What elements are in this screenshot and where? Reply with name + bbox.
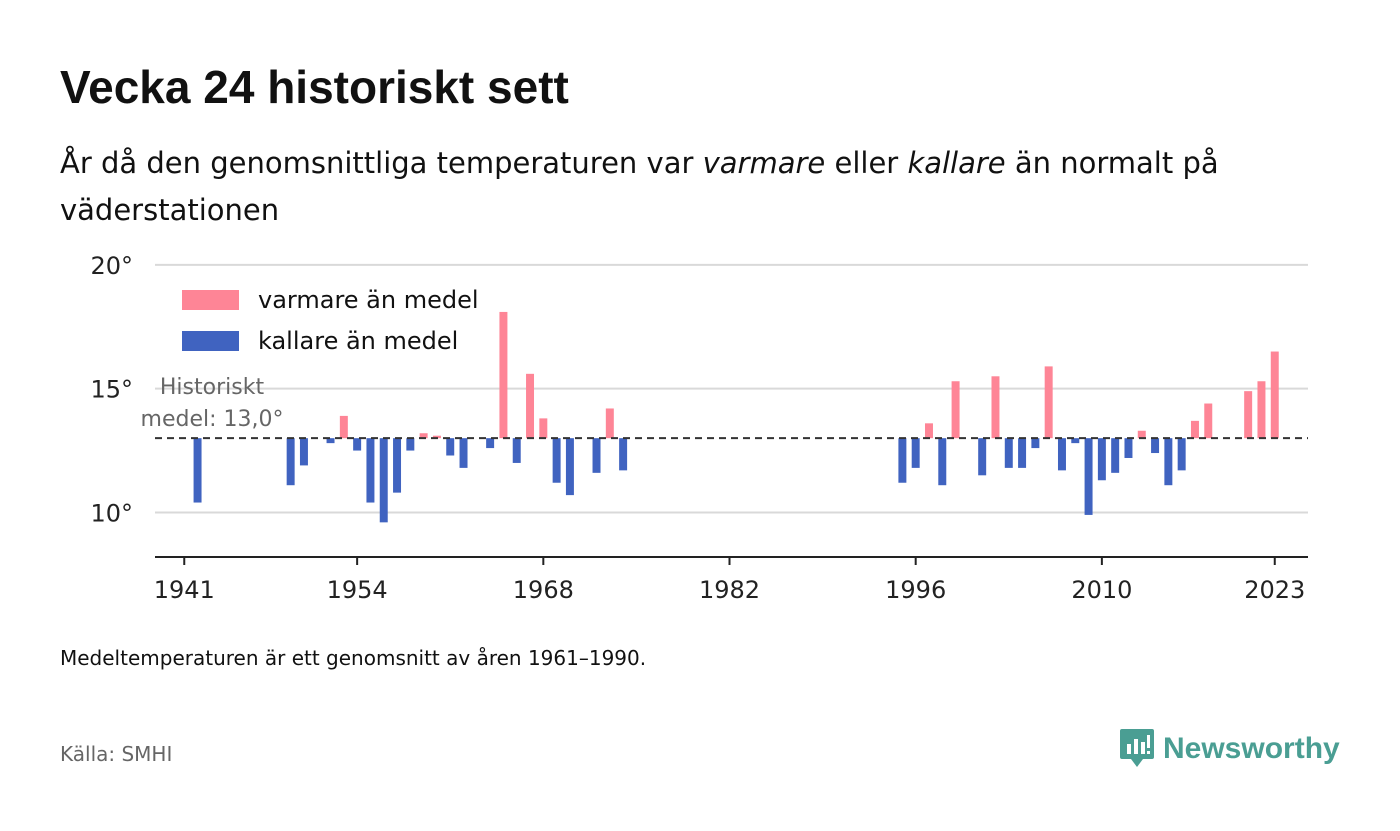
y-tick-label: 15° bbox=[90, 376, 133, 404]
x-tick-label: 1968 bbox=[513, 576, 574, 604]
bar bbox=[419, 433, 428, 439]
subtitle: År då den genomsnittliga temperaturen va… bbox=[60, 140, 1300, 234]
bar bbox=[552, 438, 561, 483]
bar bbox=[1097, 438, 1106, 481]
bar bbox=[1111, 438, 1120, 473]
legend-swatch-cold bbox=[182, 331, 239, 351]
bar bbox=[1137, 430, 1146, 439]
bar bbox=[898, 438, 907, 483]
bar bbox=[326, 438, 335, 444]
bar bbox=[193, 438, 202, 503]
bar bbox=[299, 438, 308, 466]
bar bbox=[1071, 438, 1080, 444]
bar bbox=[1004, 438, 1013, 468]
bar bbox=[1018, 438, 1027, 468]
page-title: Vecka 24 historiskt sett bbox=[60, 61, 569, 113]
baseline-label: Historiskt medel: 13,0° bbox=[141, 375, 284, 432]
x-tick-label: 2023 bbox=[1244, 576, 1305, 604]
bar bbox=[286, 438, 295, 486]
bar bbox=[951, 381, 960, 439]
bar bbox=[1257, 381, 1266, 439]
bar bbox=[1244, 391, 1253, 439]
grid-lines bbox=[155, 263, 1308, 514]
newsworthy-logo-icon bbox=[1120, 729, 1154, 767]
bar bbox=[1204, 403, 1213, 439]
bar bbox=[1164, 438, 1173, 486]
bar bbox=[1190, 420, 1199, 439]
bar bbox=[393, 438, 402, 493]
bar bbox=[605, 408, 614, 439]
bar bbox=[432, 435, 441, 439]
bar bbox=[539, 418, 548, 439]
subtitle-warm-word: varmare bbox=[702, 146, 826, 180]
legend-swatch-warm bbox=[182, 290, 239, 310]
x-tick-label: 1996 bbox=[885, 576, 946, 604]
bar bbox=[911, 438, 920, 468]
bar bbox=[1270, 351, 1279, 439]
bar bbox=[499, 311, 508, 439]
x-tick-label: 1954 bbox=[327, 576, 388, 604]
bar bbox=[978, 438, 987, 476]
bar bbox=[379, 438, 388, 523]
x-axis-ticks: 1941 1954 1968 1982 1996 2010 2023 bbox=[154, 557, 1305, 604]
bar bbox=[1057, 438, 1066, 471]
footnote: Medeltemperaturen är ett genomsnitt av å… bbox=[60, 646, 647, 670]
bars bbox=[193, 311, 1279, 523]
subtitle-part1: År då den genomsnittliga temperaturen va… bbox=[60, 146, 703, 180]
legend-label-warm: varmare än medel bbox=[258, 286, 479, 314]
source-label: Källa: SMHI bbox=[60, 742, 173, 766]
subtitle-part3: än normalt på väderstationen bbox=[60, 146, 1219, 227]
bar bbox=[1084, 438, 1093, 515]
legend: varmare än medel kallare än medel bbox=[172, 276, 498, 364]
bar bbox=[565, 438, 574, 496]
baseline-label-line2: medel: 13,0° bbox=[141, 407, 284, 432]
newsworthy-logo[interactable]: Newsworthy bbox=[1119, 727, 1340, 771]
x-tick-label: 2010 bbox=[1071, 576, 1132, 604]
legend-label-cold: kallare än medel bbox=[258, 327, 458, 355]
bar bbox=[938, 438, 947, 486]
bar bbox=[526, 373, 535, 439]
bar bbox=[1177, 438, 1186, 471]
x-tick-label: 1941 bbox=[154, 576, 215, 604]
bar bbox=[1151, 438, 1160, 454]
subtitle-cold-word: kallare bbox=[907, 146, 1006, 180]
bar bbox=[1031, 438, 1040, 449]
bar bbox=[406, 438, 415, 451]
x-tick-label: 1982 bbox=[699, 576, 760, 604]
brand-name: Newsworthy bbox=[1163, 732, 1340, 765]
bar bbox=[486, 438, 495, 449]
bar bbox=[512, 438, 521, 463]
bar bbox=[339, 415, 348, 439]
bar bbox=[619, 438, 628, 471]
bar bbox=[1124, 438, 1133, 458]
y-tick-label: 10° bbox=[90, 499, 133, 527]
bar bbox=[353, 438, 362, 451]
bar bbox=[366, 438, 375, 503]
bar bbox=[459, 438, 468, 468]
bar bbox=[1044, 366, 1053, 439]
y-axis-ticks: 10° 15° 20° bbox=[90, 252, 133, 528]
baseline-label-line1: Historiskt bbox=[160, 375, 265, 400]
y-tick-label: 20° bbox=[90, 252, 133, 280]
bar bbox=[446, 438, 455, 456]
subtitle-part2: eller bbox=[825, 146, 908, 180]
bar bbox=[592, 438, 601, 473]
bar bbox=[924, 423, 933, 439]
bar bbox=[991, 376, 1000, 439]
